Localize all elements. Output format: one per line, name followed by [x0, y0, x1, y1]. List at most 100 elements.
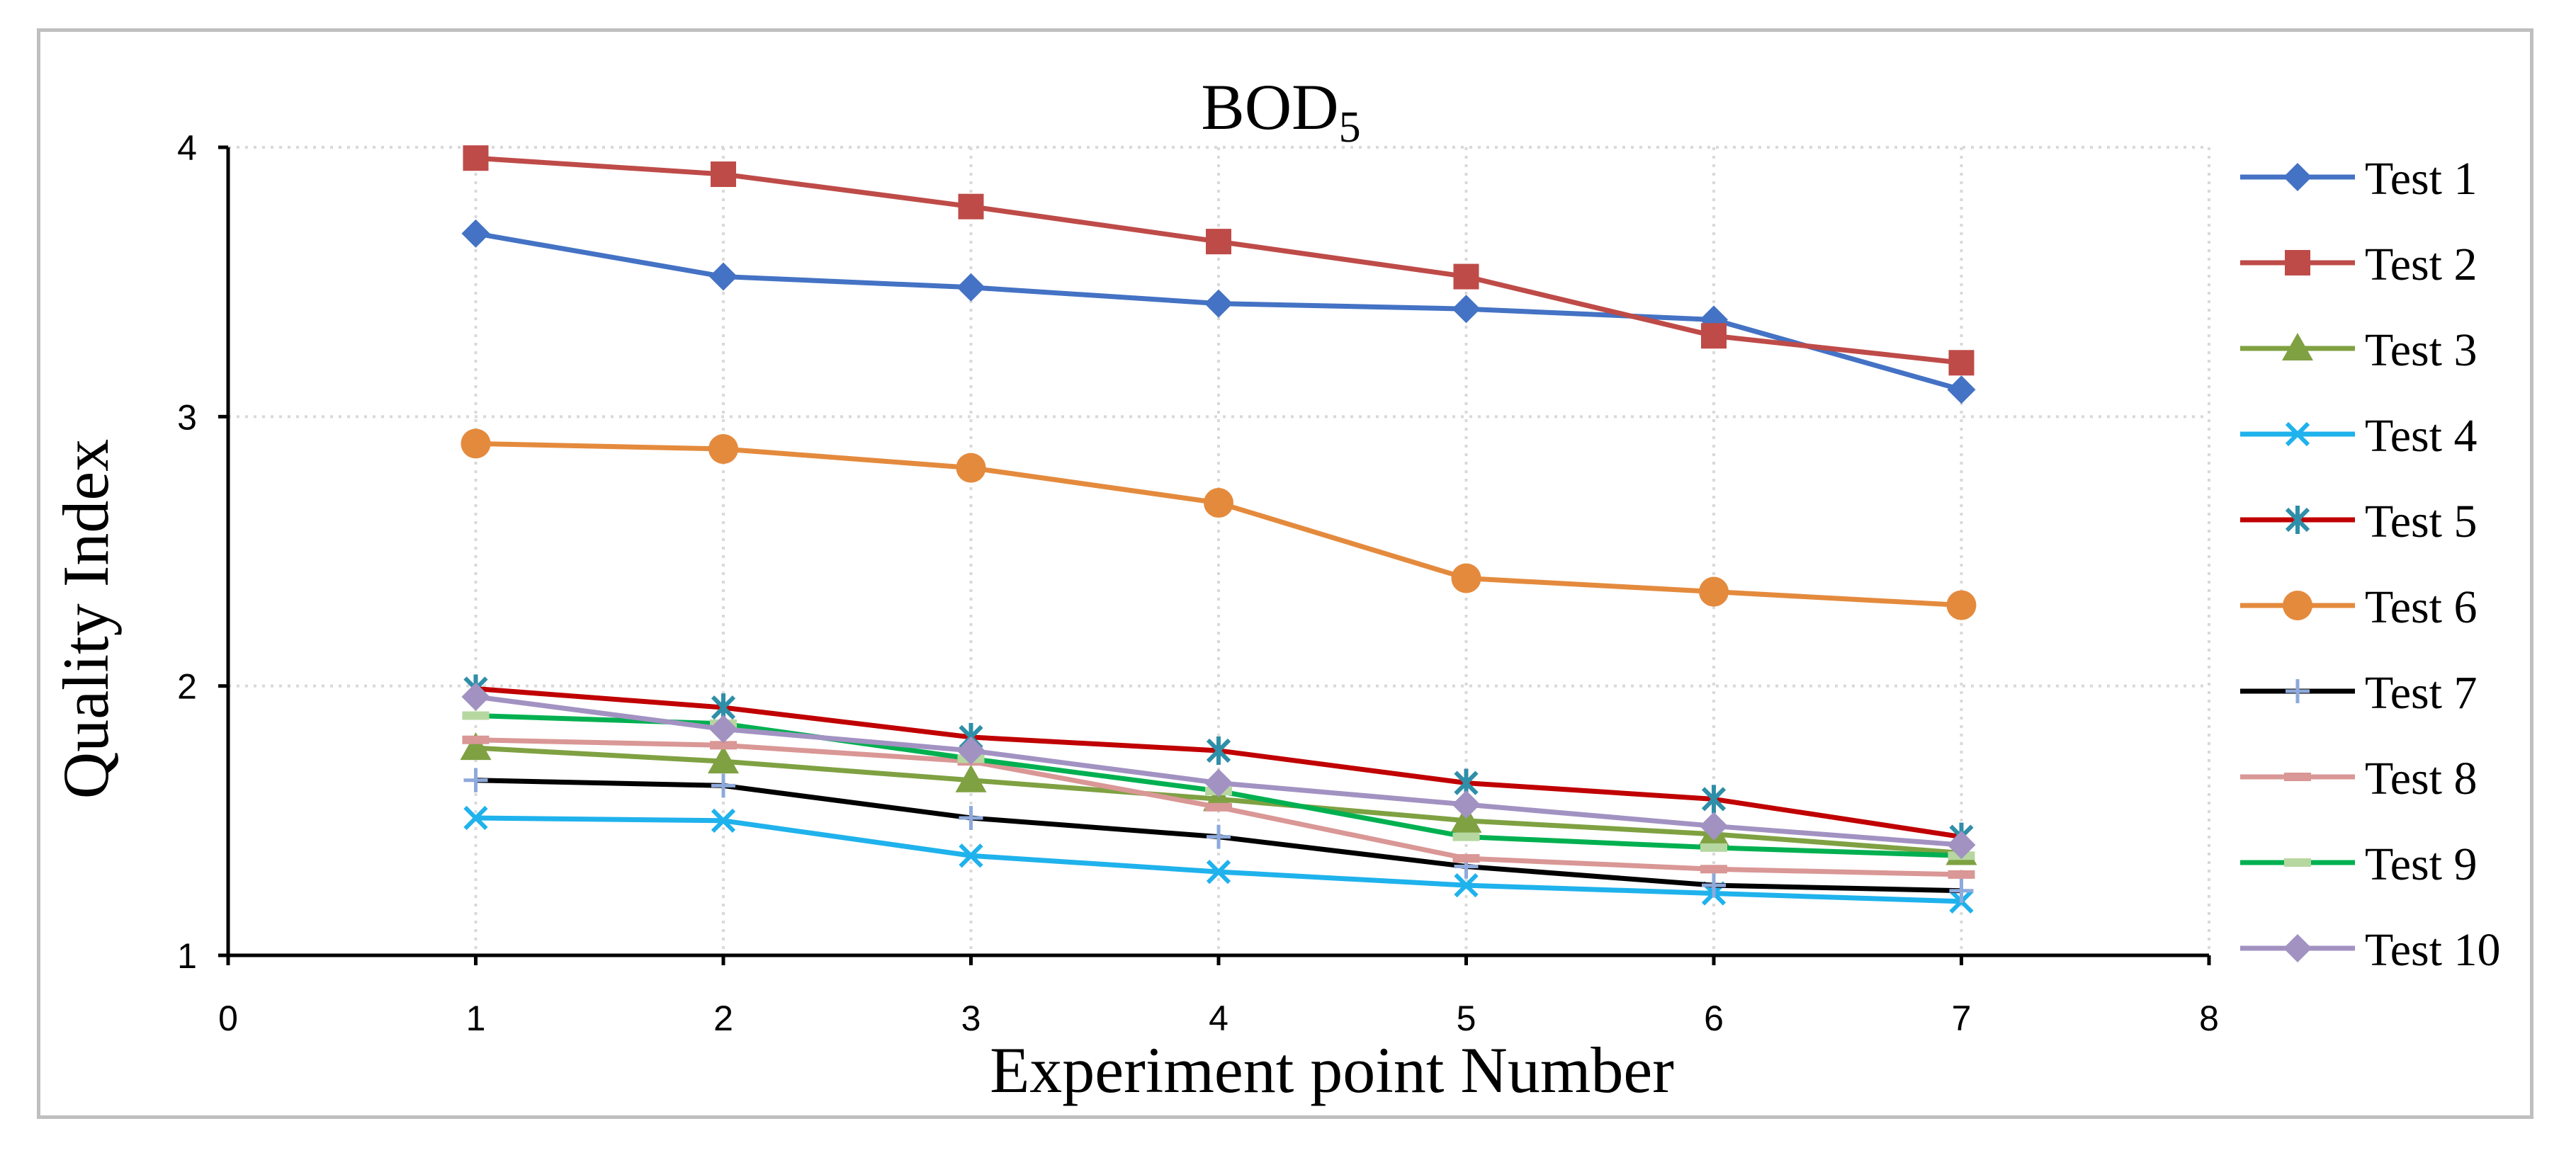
chart-title-main: BOD	[1201, 71, 1338, 143]
point-test-4	[711, 808, 736, 833]
legend-marker-test-10	[2283, 934, 2312, 962]
point-test-8	[710, 741, 737, 750]
x-tick-label: 2	[713, 999, 733, 1038]
legend-entry-test-1: Test 1	[2240, 153, 2478, 205]
point-test-10	[1947, 831, 1976, 860]
y-tick-label: 4	[177, 128, 197, 168]
chart-title: BOD5	[1201, 71, 1360, 152]
point-test-6	[1699, 576, 1729, 607]
legend-entry-test-5: Test 5	[2240, 496, 2478, 547]
y-tick-label: 1	[177, 936, 197, 976]
legend-marker-test-1	[2283, 163, 2312, 191]
point-test-1	[709, 262, 738, 291]
point-test-7	[1207, 824, 1231, 849]
series-test-10	[461, 682, 1976, 860]
point-test-10	[956, 736, 985, 765]
point-test-3	[708, 746, 739, 774]
legend-marker-test-5	[2285, 506, 2310, 534]
legend-entry-test-3: Test 3	[2240, 324, 2478, 376]
legend-marker-test-8	[2284, 773, 2311, 781]
point-test-7	[1702, 873, 1726, 898]
x-tick-label: 0	[218, 999, 238, 1038]
point-test-3	[955, 764, 987, 792]
x-axis-label: Experiment point Number	[990, 1034, 1674, 1106]
legend: Test 1 Test 2 Test 3 Test 4 Test 5 Test 6 Test…	[2240, 153, 2501, 976]
legend-marker-test-6	[2283, 591, 2312, 620]
legend-marker-test-9	[2284, 858, 2311, 867]
legend-entry-test-6: Test 6	[2240, 581, 2478, 633]
point-test-4	[463, 805, 488, 831]
point-test-4	[1454, 872, 1479, 898]
legend-marker-test-7	[2286, 679, 2310, 703]
point-test-1	[1452, 295, 1481, 324]
x-tick-label: 1	[466, 999, 486, 1038]
point-test-2	[1948, 350, 1975, 376]
point-test-8	[1948, 870, 1975, 879]
point-test-1	[1204, 289, 1233, 318]
legend-marker-test-4	[2285, 421, 2310, 447]
x-tick-label: 3	[961, 999, 981, 1038]
legend-label-test-2: Test 2	[2365, 239, 2478, 290]
legend-label-test-6: Test 6	[2365, 581, 2478, 633]
point-test-7	[463, 768, 488, 792]
point-test-9	[1452, 832, 1480, 841]
point-test-5	[1206, 736, 1231, 765]
series-test-2	[463, 145, 1975, 376]
x-tick-label: 7	[1952, 999, 1972, 1038]
y-axis-label: Quality Index	[50, 439, 122, 799]
point-test-2	[1206, 229, 1231, 255]
point-test-6	[956, 453, 986, 483]
point-test-8	[462, 735, 490, 744]
point-test-2	[958, 193, 984, 220]
point-test-1	[1947, 375, 1976, 404]
legend-marker-test-3	[2282, 333, 2313, 360]
point-test-8	[1205, 802, 1232, 812]
point-test-10	[1204, 768, 1233, 797]
point-test-6	[461, 428, 491, 459]
point-test-3	[460, 732, 492, 761]
point-test-1	[956, 273, 985, 302]
point-test-6	[1946, 590, 1977, 620]
legend-label-test-5: Test 5	[2365, 496, 2478, 547]
chart-frame	[37, 28, 2533, 1119]
legend-entry-test-7: Test 7	[2240, 667, 2478, 719]
point-test-2	[1701, 323, 1727, 349]
legend-label-test-8: Test 8	[2365, 753, 2478, 804]
legend-marker-test-2	[2285, 250, 2310, 275]
point-test-7	[959, 806, 983, 831]
x-tick-label: 4	[1209, 999, 1228, 1038]
y-tick-label: 2	[177, 667, 197, 707]
x-tick-label: 6	[1704, 999, 1724, 1038]
legend-entry-test-9: Test 9	[2240, 838, 2478, 890]
legend-label-test-9: Test 9	[2365, 838, 2478, 890]
point-test-6	[1451, 563, 1481, 593]
legend-entry-test-10: Test 10	[2240, 924, 2501, 976]
point-test-2	[463, 145, 489, 171]
series-test-6	[461, 428, 1977, 620]
point-test-7	[1949, 878, 1974, 903]
point-test-9	[1700, 843, 1727, 852]
point-test-6	[708, 433, 738, 464]
point-test-3	[1450, 804, 1482, 833]
legend-label-test-7: Test 7	[2365, 667, 2478, 719]
legend-label-test-1: Test 1	[2365, 153, 2478, 205]
x-tick-label: 5	[1457, 999, 1476, 1038]
series-lines	[460, 145, 1977, 914]
chart-title-subscript: 5	[1339, 103, 1361, 152]
legend-entry-test-8: Test 8	[2240, 753, 2478, 804]
point-test-9	[462, 711, 490, 720]
legend-label-test-10: Test 10	[2365, 924, 2501, 976]
legend-entry-test-4: Test 4	[2240, 410, 2478, 462]
point-test-4	[959, 843, 983, 868]
point-test-2	[711, 161, 736, 188]
point-test-10	[461, 682, 490, 711]
point-test-8	[1700, 865, 1727, 874]
point-test-4	[1206, 859, 1231, 885]
x-tick-label: 8	[2199, 999, 2219, 1038]
axes	[218, 145, 2211, 965]
point-test-7	[711, 773, 735, 798]
point-test-10	[709, 715, 738, 744]
point-test-2	[1453, 263, 1479, 290]
